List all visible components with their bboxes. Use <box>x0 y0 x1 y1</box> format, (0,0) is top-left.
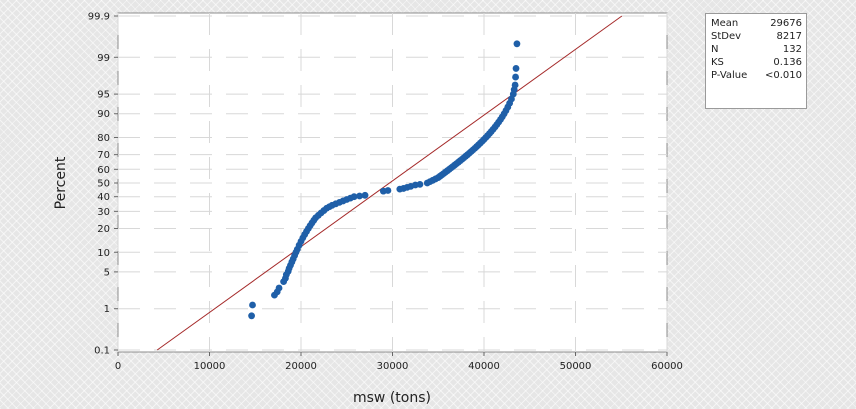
stats-label: N <box>711 44 719 55</box>
y-tick-label: 90 <box>97 109 110 120</box>
data-point <box>361 191 369 199</box>
data-point <box>513 40 521 48</box>
y-tick-label: 40 <box>97 192 110 203</box>
x-tick-label: 50000 <box>560 361 592 372</box>
data-point <box>350 193 358 201</box>
y-tick-label: 50 <box>97 179 110 190</box>
stats-value: 29676 <box>770 18 802 29</box>
stats-row-stdev: StDev 8217 <box>711 30 802 43</box>
data-point <box>249 301 256 309</box>
stats-value: 8217 <box>776 31 802 42</box>
data-point <box>512 65 520 72</box>
x-tick-label: 30000 <box>377 361 409 372</box>
stats-label: KS <box>711 57 724 68</box>
stats-box: Mean 29676 StDev 8217 N 132 KS 0.136 P-V… <box>705 13 807 109</box>
x-axis-ticks: 0 10000 20000 30000 40000 50000 60000 <box>115 352 683 372</box>
y-tick-label: 20 <box>97 224 110 235</box>
y-tick-label: 80 <box>97 133 110 144</box>
y-axis-ticks: 0.1 1 5 10 20 30 40 50 60 70 80 90 95 99 99.9 <box>88 12 118 357</box>
stats-row-ks: KS 0.136 <box>711 56 802 69</box>
data-points <box>248 40 521 320</box>
y-tick-label: 5 <box>104 267 110 278</box>
stats-label: P-Value <box>711 70 748 81</box>
y-tick-label: 95 <box>97 90 110 101</box>
grid-lines <box>117 13 668 352</box>
x-axis-label: msw (tons) <box>353 390 431 406</box>
y-tick-label: 30 <box>97 207 110 218</box>
data-point <box>511 81 519 89</box>
stats-value: 132 <box>782 44 802 55</box>
data-point <box>512 73 519 81</box>
stats-label: Mean <box>711 18 739 29</box>
y-tick-label: 10 <box>97 248 110 259</box>
stats-row-mean: Mean 29676 <box>711 17 802 30</box>
x-tick-label: 40000 <box>468 361 500 372</box>
stats-row-pvalue: P-Value <0.010 <box>711 69 802 82</box>
data-point <box>275 284 283 292</box>
x-tick-label: 20000 <box>285 361 317 372</box>
data-point <box>248 312 255 320</box>
x-tick-label: 60000 <box>651 361 683 372</box>
y-axis-label: Percent <box>53 156 69 209</box>
stats-row-n: N 132 <box>711 43 802 56</box>
data-point <box>356 192 363 200</box>
fit-line <box>156 15 623 351</box>
x-tick-label: 10000 <box>194 361 226 372</box>
y-tick-label: 99 <box>97 53 110 64</box>
x-tick-label: 0 <box>115 361 121 372</box>
y-tick-label: 60 <box>97 165 110 176</box>
data-point <box>416 180 424 188</box>
y-tick-label: 70 <box>97 150 110 161</box>
stats-label: StDev <box>711 31 742 42</box>
stats-value: <0.010 <box>764 70 802 81</box>
y-tick-label: 99.9 <box>88 12 110 23</box>
y-tick-label: 1 <box>104 304 110 315</box>
stats-value: 0.136 <box>773 57 802 68</box>
data-point <box>384 187 392 194</box>
y-tick-label: 0.1 <box>94 346 110 357</box>
